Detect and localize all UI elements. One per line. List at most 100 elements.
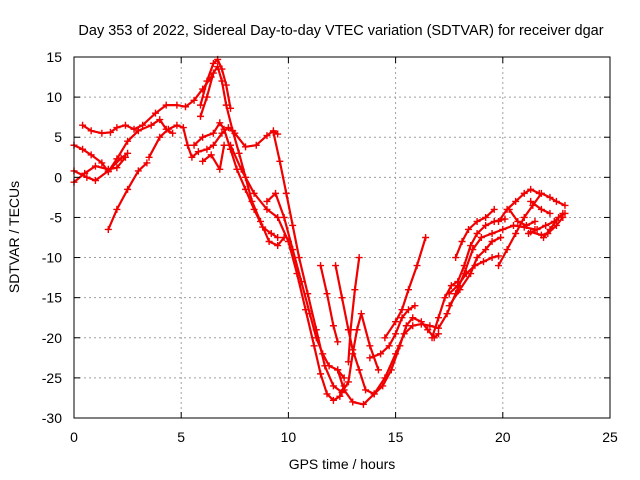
data-point-marker [250,205,258,213]
data-point-marker [452,254,460,262]
series-track-29 [527,197,554,217]
data-point-marker [334,366,342,374]
data-point-marker [196,112,204,120]
data-point-marker [209,69,217,77]
series-track-23 [452,205,498,262]
data-point-marker [404,286,412,294]
grid-lines [74,57,610,418]
data-point-marker [242,185,250,193]
data-point-marker [495,252,503,260]
data-point-marker [531,217,539,225]
data-point-marker [164,125,172,133]
data-point-marker [441,294,449,302]
series-track-30 [540,209,569,241]
data-point-marker [216,119,224,127]
series-track-7 [196,55,235,112]
data-point-marker [428,334,436,342]
series-track-10 [199,141,228,173]
data-point-marker [366,342,374,350]
data-point-marker [349,346,357,354]
data-point-marker [411,302,419,310]
data-point-marker [467,270,475,278]
data-point-marker [495,217,503,225]
data-point-marker [546,225,554,233]
data-point-marker [220,125,228,133]
x-tick-label: 20 [495,429,511,445]
data-point-marker [424,326,432,334]
series-track-22 [445,234,505,310]
data-point-marker [317,370,325,378]
data-point-marker [323,290,331,298]
data-point-marker [91,177,99,185]
data-point-marker [134,167,142,175]
data-point-marker [312,334,320,342]
data-point-marker [512,197,520,205]
data-point-marker [207,151,215,159]
data-point-marker [454,282,462,290]
data-point-marker [552,197,560,205]
x-axis-tick-labels: 0 5 10 15 20 25 [70,429,618,445]
series-track-11 [227,141,348,404]
data-point-marker [224,124,232,132]
data-point-marker [340,374,348,382]
series-track-4 [104,159,151,233]
data-point-marker [162,101,170,109]
data-point-marker [203,93,211,101]
data-point-marker [377,350,385,358]
data-point-marker [357,310,365,318]
data-point-marker [381,334,389,342]
data-point-marker [91,162,99,170]
data-point-marker [124,149,132,157]
data-point-marker [522,221,530,229]
data-point-marker [184,141,192,149]
series-track-17 [334,221,539,408]
data-point-marker [488,254,496,262]
plot-frame [73,56,611,419]
data-point-marker [546,209,554,217]
data-point-marker [417,320,425,328]
series-line [272,131,380,394]
x-axis-label: GPS time / hours [289,456,396,472]
data-point-marker [537,205,545,213]
data-point-marker [355,366,363,374]
data-point-marker [512,229,520,237]
data-point-marker [113,205,121,213]
data-point-marker [426,322,434,330]
series-track-14 [317,262,342,346]
data-point-marker [336,392,344,400]
data-point-marker [79,121,87,129]
data-point-marker [561,209,569,217]
data-point-marker [347,326,355,334]
series-line [72,152,129,182]
series-line [448,254,500,295]
data-point-marker [87,127,95,135]
data-point-marker [274,130,282,138]
axis-ticks [73,56,611,419]
data-point-marker [505,205,513,213]
series-track-13 [263,189,348,382]
data-point-marker [458,238,466,246]
data-point-marker [196,101,204,109]
data-point-marker [218,77,226,85]
data-point-marker [392,318,400,326]
data-point-marker [235,149,243,157]
data-point-marker [199,133,207,141]
data-point-marker [209,129,217,137]
data-point-marker [334,338,342,346]
data-point-marker [179,124,187,132]
data-point-marker [104,167,112,175]
data-point-marker [467,242,475,250]
data-point-marker [404,306,412,314]
data-point-marker [366,354,374,362]
data-point-marker [370,390,378,398]
data-point-marker [220,141,228,149]
data-point-marker [422,234,430,241]
data-point-marker [242,143,250,151]
data-point-marker [480,258,488,266]
y-tick-label: 15 [46,49,62,65]
data-point-marker [381,374,389,382]
data-point-marker [533,225,541,233]
y-tick-label: -30 [42,410,62,426]
series-line [336,224,537,406]
